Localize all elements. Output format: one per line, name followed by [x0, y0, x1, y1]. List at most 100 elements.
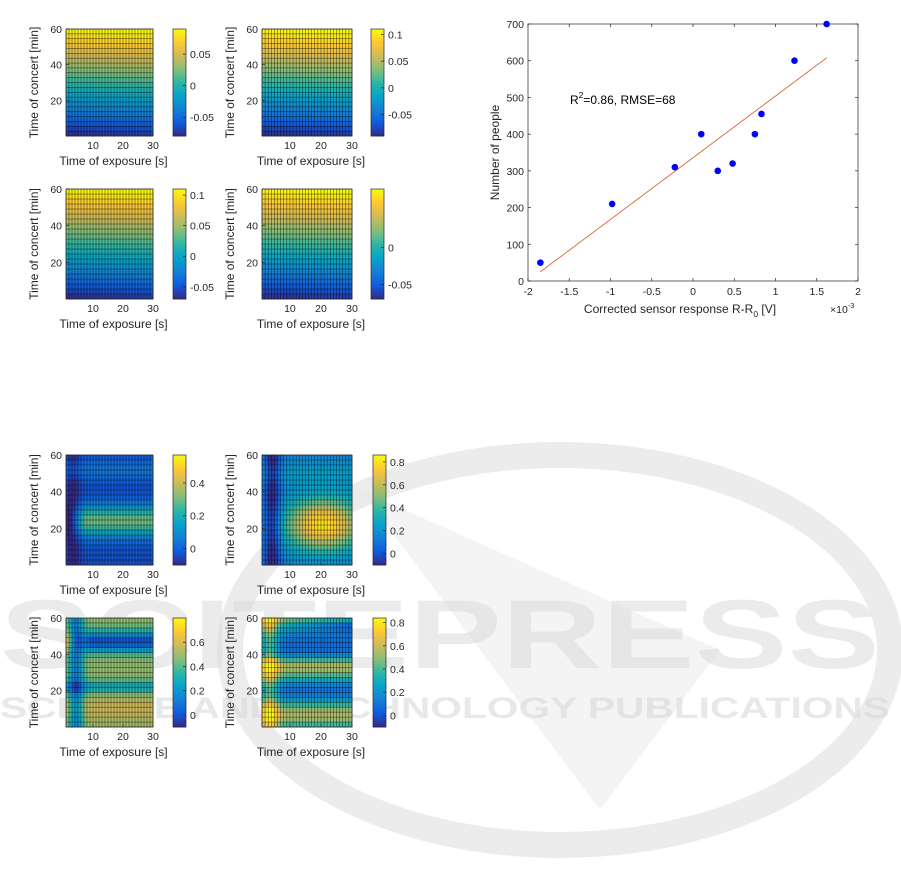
heatmap-cell — [339, 204, 344, 210]
heatmap-cell — [302, 259, 306, 265]
heatmap-cell — [87, 279, 91, 285]
colorbar-step — [173, 87, 186, 90]
heatmap-cell — [72, 510, 76, 516]
heatmap-cell — [81, 229, 85, 235]
heatmap-cell — [69, 289, 73, 295]
heatmap-cell — [317, 555, 322, 561]
heatmap-cell — [339, 535, 344, 541]
heatmap-cell — [114, 284, 118, 290]
heatmap-cell — [99, 224, 103, 230]
heatmap-cell — [271, 550, 275, 556]
heatmap-cell — [123, 209, 127, 215]
heatmap-cell — [111, 545, 115, 551]
heatmap-cell — [141, 249, 145, 255]
heatmap-cell — [320, 199, 325, 205]
heatmap-cell — [308, 289, 312, 295]
colorbar-step — [371, 242, 384, 245]
heatmap-cell — [81, 269, 85, 275]
heatmap-cell — [102, 652, 106, 658]
heatmap-cell — [150, 460, 154, 466]
heatmap-cell — [126, 224, 130, 230]
heatmap-cell — [277, 560, 281, 566]
heatmap-cell — [96, 279, 100, 285]
heatmap-cell — [138, 475, 142, 481]
heatmap-cell — [141, 545, 145, 551]
heatmap-cell — [296, 259, 300, 265]
heatmap-cells — [66, 455, 154, 566]
colorbar-step — [173, 516, 186, 519]
heatmap-cell — [348, 126, 353, 132]
heatmap-cell — [147, 92, 151, 98]
y-tick-label: 60 — [50, 450, 62, 462]
heatmap-cell — [144, 48, 148, 54]
heatmap-cell — [320, 485, 325, 491]
heatmap-cell — [308, 259, 312, 265]
heatmap-cell — [132, 555, 136, 561]
heatmap-cell — [296, 53, 300, 59]
heatmap-cell — [144, 652, 148, 658]
colorbar-step — [373, 530, 386, 533]
heatmap-cell — [327, 460, 331, 466]
heatmap-cell — [96, 294, 100, 300]
heatmap-cell — [135, 229, 139, 235]
heatmap-cell — [314, 33, 319, 40]
heatmap-cell — [111, 555, 115, 561]
heatmap-cell — [305, 475, 309, 481]
heatmap-cell — [265, 101, 269, 108]
colorbar-step — [373, 467, 386, 470]
heatmap-cell — [283, 515, 288, 521]
heatmap-cell — [345, 101, 350, 108]
heatmap-cell — [289, 520, 294, 526]
heatmap-cell — [108, 279, 112, 285]
heatmap-cell — [69, 38, 73, 44]
heatmap-cell — [93, 209, 97, 215]
heatmap-cell — [280, 48, 285, 54]
heatmap-cell — [348, 194, 353, 200]
heatmap-cell — [277, 204, 281, 210]
heatmap-cell — [348, 121, 353, 127]
heatmap-cell — [299, 72, 303, 78]
heatmap-cell — [90, 647, 94, 654]
heatmap-cell — [330, 555, 334, 561]
heatmap-cell — [90, 515, 94, 521]
heatmap-cell — [123, 500, 127, 506]
heatmap-cell — [99, 500, 103, 506]
heatmap-cell — [308, 48, 312, 54]
heatmap-cell — [345, 259, 350, 265]
heatmap-cell — [330, 535, 334, 541]
heatmap-cell — [126, 264, 130, 270]
heatmap-cell — [330, 38, 334, 44]
heatmap-cell — [314, 560, 319, 566]
heatmap-cell — [114, 480, 118, 486]
heatmap-cell — [274, 87, 278, 93]
colorbar-step — [173, 292, 186, 295]
heatmap-cell — [324, 259, 328, 265]
heatmap-cell — [132, 525, 136, 531]
colorbar-step — [373, 513, 386, 516]
heatmap-cell — [302, 480, 306, 486]
heatmap-cell — [99, 535, 103, 541]
colorbar-step — [371, 199, 384, 202]
heatmap-cell — [120, 43, 124, 49]
heatmap-cell — [296, 72, 300, 78]
heatmap-cell — [84, 627, 88, 634]
heatmap-cell — [111, 618, 115, 624]
heatmap-cell — [314, 550, 319, 556]
colorbar-step — [371, 266, 384, 269]
heatmap-cell — [333, 284, 337, 290]
heatmap-cell — [345, 490, 350, 496]
heatmap-cell — [84, 632, 88, 639]
heatmap-cell — [302, 520, 306, 526]
heatmap-cell — [120, 82, 124, 88]
heatmap-cell — [102, 618, 106, 624]
colorbar-step — [173, 477, 186, 480]
colorbar-step — [173, 510, 186, 513]
colorbar-step — [371, 295, 384, 298]
heatmap-cell — [277, 38, 281, 44]
heatmap-cell — [333, 63, 337, 69]
heatmap-cell — [78, 264, 82, 270]
heatmap-cell — [305, 77, 309, 83]
heatmap-cell — [105, 274, 109, 280]
heatmap-cell — [302, 284, 306, 290]
heatmap-cell — [336, 204, 340, 210]
